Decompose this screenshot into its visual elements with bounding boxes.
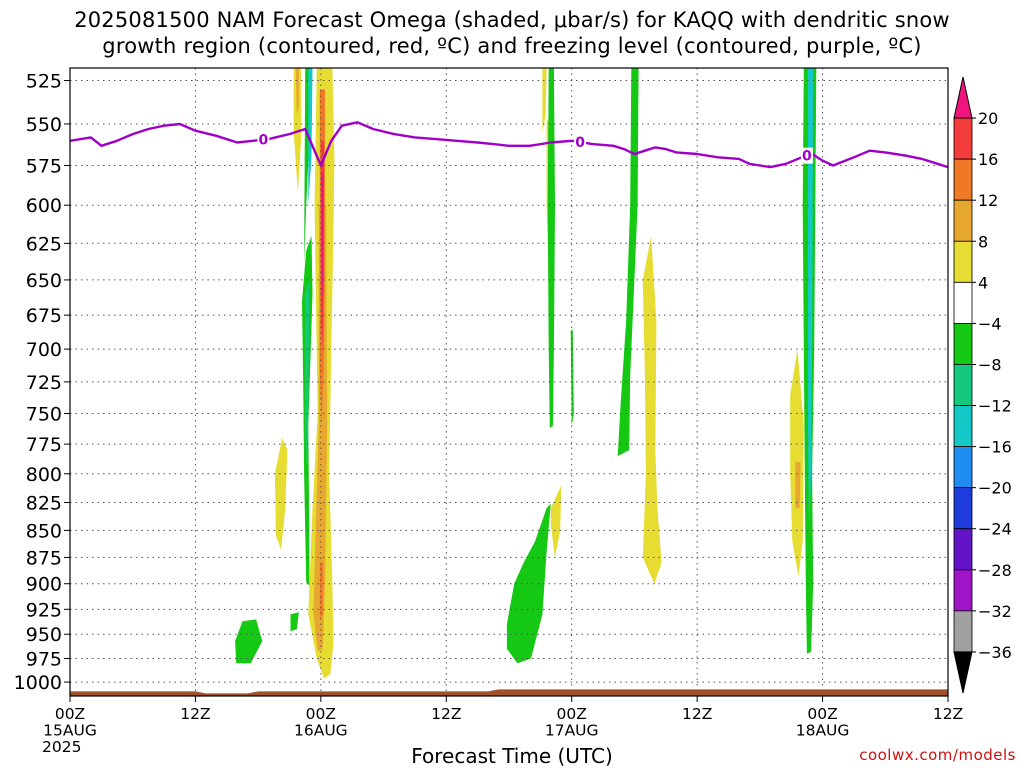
x-tick-label-24-2: 16AUG	[294, 722, 348, 740]
colorbar-swatch-8	[953, 405, 973, 447]
x-tick-label-48-1: 00Z	[557, 705, 587, 723]
y-tick-label-525: 525	[26, 71, 62, 93]
y-tick-label-775: 775	[26, 434, 62, 456]
colorbar-top-arrow	[953, 76, 973, 119]
colorbar-swatch-12	[953, 569, 973, 612]
y-tick-label-900: 900	[26, 574, 62, 596]
x-tick-label-24-1: 00Z	[306, 705, 336, 723]
y-tick-label-925: 925	[26, 599, 62, 621]
plot-border	[69, 67, 949, 697]
x-tick-label-0-1: 00Z	[55, 705, 85, 723]
colorbar-swatch-2	[953, 158, 973, 201]
omega-region-9	[321, 173, 324, 302]
omega-region-3	[308, 68, 313, 206]
y-tick-label-700: 700	[26, 339, 62, 361]
x-tick-label-0-2: 15AUG	[43, 722, 97, 740]
x-axis-title: Forecast Time (UTC)	[411, 744, 613, 768]
omega-region-1	[295, 68, 299, 116]
omega-region-15	[542, 68, 547, 133]
y-tick-label-800: 800	[26, 464, 62, 486]
freezing-label-bg-2	[800, 147, 813, 164]
x-tick-label-84-1: 12Z	[933, 705, 963, 723]
y-tick-label-850: 850	[26, 520, 62, 542]
colorbar-label-6: −8	[978, 355, 1002, 374]
colorbar-swatch-4	[953, 240, 973, 283]
colorbar-label-3: 8	[978, 232, 988, 251]
omega-region-19	[506, 503, 551, 664]
y-axis-tick-labels: 525 550 575 600 625 650 675 700 725 750 775 800 825 8…	[14, 71, 62, 695]
omega-region-26	[807, 68, 814, 531]
colorbar-label-8: −16	[978, 438, 1012, 457]
omega-region-12	[274, 438, 288, 550]
x-tick-label-48-2: 17AUG	[545, 722, 599, 740]
chart-title-line-1: 2025081500 NAM Forecast Omega (shaded, μ…	[74, 8, 950, 32]
freezing-level-label-1: 0	[575, 135, 585, 151]
freezing-level-line	[69, 121, 949, 169]
freezing-level-contour: 0 0 0	[69, 121, 949, 169]
y-tick-label-750: 750	[26, 404, 62, 426]
y-tick-label-625: 625	[26, 233, 62, 255]
chart-title-line-2: growth region (contoured, red, ºC) and f…	[102, 34, 922, 58]
y-tick-label-600: 600	[26, 195, 62, 217]
y-tick-label-825: 825	[26, 493, 62, 515]
freezing-level-label-0: 0	[258, 133, 268, 149]
y-tick-label-950: 950	[26, 624, 62, 646]
y-tick-label-1000: 1000	[14, 672, 62, 694]
y-tick-label-725: 725	[26, 372, 62, 394]
x-tick-label-72-1: 00Z	[807, 705, 837, 723]
colorbar-label-2: 12	[978, 191, 998, 210]
colorbar-swatch-6	[953, 322, 973, 365]
colorbar-label-9: −20	[978, 479, 1012, 498]
colorbar-label-13: −36	[978, 643, 1012, 662]
source-credit: coolwx.com/models	[859, 746, 1016, 764]
omega-colorbar: 20 16 12 8 4 −4 −8 −12 −16 −20 −24 −28 −32 −36	[953, 76, 1012, 694]
omega-region-22	[642, 235, 662, 584]
colorbar-label-5: −4	[978, 314, 1002, 333]
y-tick-label-675: 675	[26, 305, 62, 327]
colorbar-label-4: 4	[978, 273, 988, 292]
y-tick-label-875: 875	[26, 547, 62, 569]
colorbar-swatch-11	[953, 528, 973, 571]
y-tick-label-650: 650	[26, 270, 62, 292]
colorbar-label-1: 16	[978, 150, 998, 169]
y-tick-label-550: 550	[26, 114, 62, 136]
colorbar-swatch-9	[953, 446, 973, 489]
x-tick-label-72-2: 18AUG	[796, 722, 850, 740]
terrain-layer	[70, 689, 948, 696]
colorbar-label-12: −32	[978, 602, 1012, 621]
omega-shading-layer	[235, 68, 817, 679]
colorbar-swatch-13	[953, 610, 973, 653]
colorbar-swatch-10	[953, 487, 973, 530]
colorbar-swatch-7	[953, 364, 973, 406]
colorbar-label-10: −24	[978, 520, 1012, 539]
colorbar-swatch-1	[953, 117, 973, 160]
omega-region-21	[617, 68, 639, 457]
colorbar-bottom-arrow	[953, 651, 973, 694]
omega-region-14	[235, 619, 263, 664]
colorbar-label-0: 20	[978, 109, 998, 128]
freezing-label-bg-1	[574, 134, 587, 151]
colorbar-swatch-5	[953, 281, 973, 324]
x-tick-label-36-1: 12Z	[431, 705, 461, 723]
x-tick-label-12-1: 12Z	[180, 705, 210, 723]
y-tick-label-575: 575	[26, 155, 62, 177]
plot-frame	[64, 67, 949, 702]
freezing-level-label-2: 0	[802, 149, 812, 165]
y-tick-label-975: 975	[26, 648, 62, 670]
colorbar-label-7: −12	[978, 397, 1012, 416]
grid-lines	[70, 68, 948, 696]
omega-region-17	[547, 68, 555, 429]
freezing-label-bg-0	[257, 131, 270, 148]
x-tick-label-60-1: 12Z	[682, 705, 712, 723]
omega-region-11	[305, 279, 310, 474]
colorbar-label-11: −28	[978, 561, 1012, 580]
x-tick-label-0-3: 2025	[42, 738, 81, 756]
colorbar-swatch-3	[953, 199, 973, 242]
omega-region-13	[290, 612, 299, 632]
terrain-surface	[70, 689, 948, 696]
omega-region-20	[550, 485, 562, 558]
omega-region-18	[570, 330, 574, 426]
